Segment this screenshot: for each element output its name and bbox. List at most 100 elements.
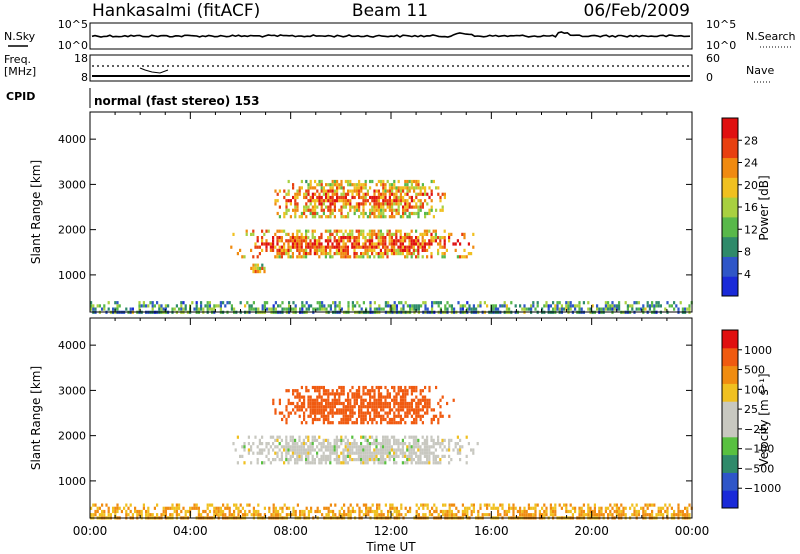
heatmap-cell — [276, 229, 279, 233]
heatmap-cell — [410, 398, 413, 402]
heatmap-cell — [424, 304, 427, 308]
heatmap-cell — [338, 248, 341, 252]
heatmap-cell — [355, 458, 358, 462]
heatmap-cell — [335, 435, 338, 439]
heatmap-cell — [404, 179, 407, 184]
heatmap-cell — [287, 248, 290, 252]
heatmap-cell — [369, 304, 372, 308]
heatmap-cell — [412, 458, 415, 462]
heatmap-cell — [423, 245, 426, 249]
heatmap-cell — [391, 205, 394, 209]
heatmap-cell — [373, 301, 376, 305]
heatmap-cell — [532, 506, 535, 510]
heatmap-cell — [373, 245, 376, 249]
heatmap-cell — [554, 513, 557, 517]
heatmap-cell — [351, 442, 354, 446]
heatmap-cell — [428, 454, 431, 458]
heatmap-cell — [280, 255, 283, 259]
heatmap-cell — [666, 509, 669, 514]
heatmap-cell — [503, 509, 506, 514]
heatmap-cell — [642, 513, 645, 517]
heatmap-cell — [384, 405, 387, 409]
heatmap-cell — [399, 401, 402, 406]
heatmap-cell — [430, 438, 433, 442]
heatmap-cell — [646, 304, 649, 308]
heatmap-cell — [90, 304, 93, 308]
heatmap-cell — [421, 421, 424, 425]
heatmap-cell — [419, 232, 422, 236]
heatmap-cell — [255, 307, 258, 311]
heatmap-cell — [184, 307, 187, 311]
heatmap-cell — [316, 211, 319, 216]
heatmap-cell — [415, 211, 418, 216]
heatmap-cell — [230, 513, 233, 517]
heatmap-cell — [334, 503, 337, 507]
heatmap-cell — [371, 385, 374, 390]
heatmap-cell — [464, 506, 467, 510]
heatmap-cell — [421, 405, 424, 409]
heatmap-cell — [629, 304, 632, 308]
heatmap-cell — [291, 252, 294, 256]
heatmap-cell — [391, 513, 394, 517]
heatmap-cell — [375, 442, 378, 446]
heatmap-cell — [313, 242, 316, 246]
heatmap-cell — [417, 405, 420, 409]
heatmap-cell — [415, 395, 418, 399]
heatmap-cell — [432, 445, 435, 449]
heatmap-cell — [258, 438, 261, 442]
heatmap-cell — [285, 232, 288, 236]
heatmap-cell — [362, 414, 365, 418]
heatmap-cell — [289, 199, 292, 203]
heatmap-cell — [609, 307, 612, 311]
heatmap-cell — [334, 304, 337, 308]
heatmap-cell — [305, 255, 308, 259]
heatmap-cell — [288, 506, 291, 510]
heatmap-cell — [362, 454, 365, 458]
heatmap-cell — [358, 186, 361, 190]
date-title: 06/Feb/2009 — [584, 1, 690, 21]
noise-rtick-bottom: 10^0 — [706, 39, 736, 52]
heatmap-cell — [393, 248, 396, 252]
heatmap-cell — [338, 392, 341, 396]
heatmap-cell — [432, 454, 435, 458]
heatmap-cell — [477, 513, 480, 517]
heatmap-cell — [340, 461, 343, 465]
heatmap-cell — [333, 442, 336, 446]
heatmap-cell — [439, 398, 442, 402]
heatmap-cell — [441, 448, 444, 452]
heatmap-cell — [430, 255, 433, 259]
heatmap-cell — [362, 417, 365, 422]
heatmap-cell — [380, 195, 383, 200]
heatmap-cell — [307, 192, 310, 196]
heatmap-cell — [280, 252, 283, 256]
heatmap-cell — [388, 189, 391, 193]
heatmap-cell — [347, 506, 350, 510]
heatmap-cell — [444, 307, 447, 311]
heatmap-cell — [399, 398, 402, 402]
heatmap-cell — [369, 215, 372, 219]
heatmap-cell — [195, 506, 198, 510]
heatmap-cell — [321, 304, 324, 308]
heatmap-cell — [289, 239, 292, 243]
heatmap-cell — [197, 307, 200, 311]
heatmap-cell — [360, 454, 363, 458]
heatmap-cell — [434, 454, 437, 458]
heatmap-cell — [300, 186, 303, 190]
heatmap-cell — [443, 255, 446, 259]
heatmap-cell — [274, 202, 277, 206]
heatmap-cell — [335, 448, 338, 452]
heatmap-cell — [283, 461, 286, 465]
heatmap-cell — [301, 304, 304, 308]
heatmap-cell — [307, 414, 310, 418]
heatmap-cell — [215, 513, 218, 517]
heatmap-cell — [300, 255, 303, 259]
heatmap-cell — [406, 215, 409, 219]
heatmap-cell — [505, 509, 508, 514]
heatmap-cell — [415, 186, 418, 190]
heatmap-cell — [423, 454, 426, 458]
heatmap-cell — [305, 245, 308, 249]
heatmap-cell — [351, 229, 354, 233]
heatmap-cell — [364, 438, 367, 442]
heatmap-cell — [354, 509, 357, 514]
heatmap-cell — [316, 248, 319, 252]
